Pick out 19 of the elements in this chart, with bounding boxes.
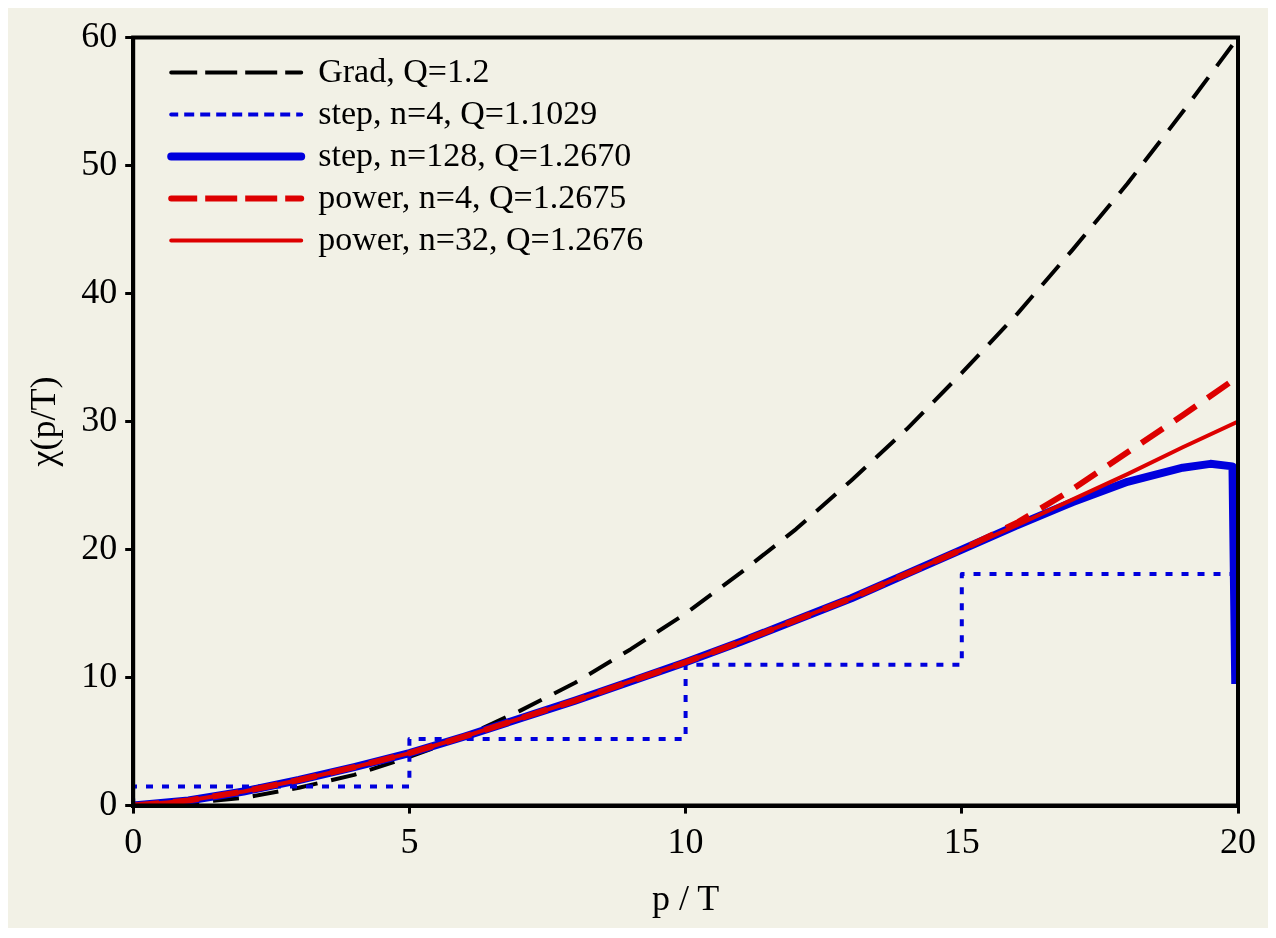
- x-tick-label: 10: [667, 820, 704, 861]
- x-axis-title: p / T: [651, 877, 720, 918]
- x-tick-label: 5: [400, 820, 419, 861]
- y-tick-label: 20: [81, 527, 118, 568]
- legend-label: step, n=4, Q=1.1029: [318, 93, 598, 131]
- y-tick-label: 10: [81, 655, 118, 696]
- legend-label: power, n=4, Q=1.2675: [318, 177, 627, 215]
- legend-label: power, n=32, Q=1.2676: [318, 219, 644, 257]
- x-tick-label: 20: [1220, 820, 1256, 861]
- y-tick-label: 40: [81, 271, 118, 312]
- y-axis-title: χ(p/T): [23, 376, 64, 468]
- y-tick-label: 0: [99, 783, 118, 824]
- y-tick-label: 60: [81, 15, 118, 56]
- y-tick-label: 50: [81, 143, 118, 184]
- legend-label: Grad, Q=1.2: [318, 51, 490, 89]
- x-tick-label: 15: [943, 820, 980, 861]
- x-tick-label: 0: [124, 820, 143, 861]
- legend-label: step, n=128, Q=1.2670: [318, 135, 632, 173]
- y-tick-label: 30: [81, 399, 118, 440]
